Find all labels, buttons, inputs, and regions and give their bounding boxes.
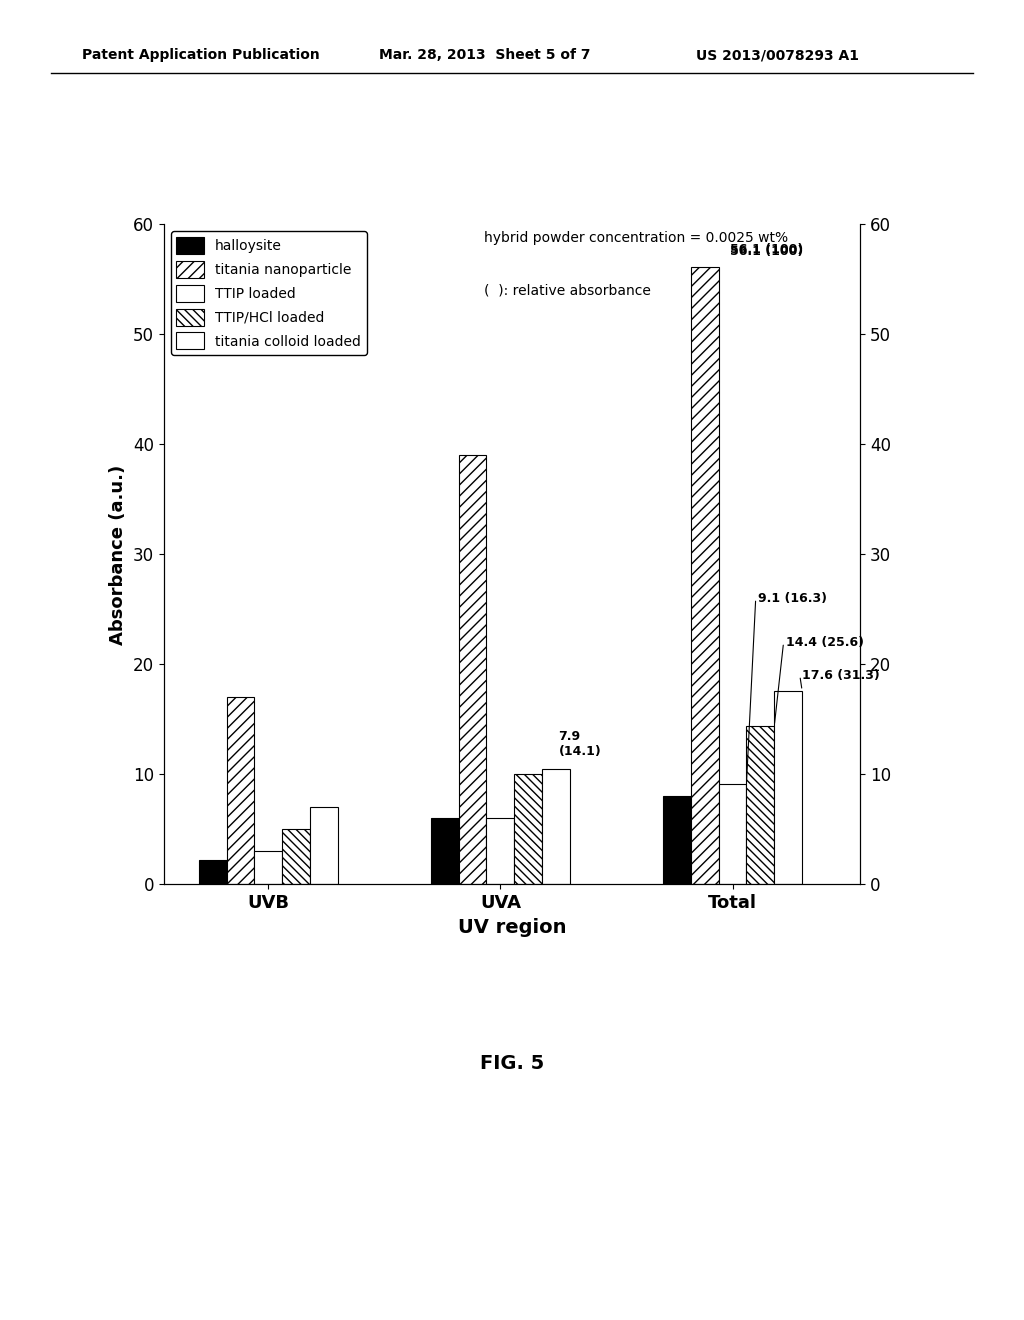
Text: Mar. 28, 2013  Sheet 5 of 7: Mar. 28, 2013 Sheet 5 of 7 <box>379 49 591 62</box>
Text: 56.1 (100): 56.1 (100) <box>730 243 804 256</box>
Bar <box>774 690 802 884</box>
Text: 14.4 (25.6): 14.4 (25.6) <box>785 636 864 649</box>
Bar <box>431 818 459 884</box>
X-axis label: UV region: UV region <box>458 917 566 937</box>
Bar <box>486 818 514 884</box>
Bar <box>199 861 226 884</box>
Bar <box>691 267 719 884</box>
Y-axis label: Absorbance (a.u.): Absorbance (a.u.) <box>110 465 127 644</box>
Legend: halloysite, titania nanoparticle, TTIP loaded, TTIP/HCl loaded, titania colloid : halloysite, titania nanoparticle, TTIP l… <box>171 231 367 355</box>
Bar <box>254 851 283 884</box>
Text: 56.1 (100): 56.1 (100) <box>730 246 804 259</box>
Text: Patent Application Publication: Patent Application Publication <box>82 49 319 62</box>
Text: 17.6 (31.3): 17.6 (31.3) <box>802 669 880 682</box>
Text: 7.9
(14.1): 7.9 (14.1) <box>558 730 601 758</box>
Text: 9.1 (16.3): 9.1 (16.3) <box>758 591 827 605</box>
Bar <box>663 796 691 884</box>
Bar <box>459 455 486 884</box>
Bar <box>283 829 310 884</box>
Bar <box>719 784 746 884</box>
Bar <box>746 726 774 884</box>
Bar <box>310 808 338 884</box>
Bar <box>226 697 254 884</box>
Bar <box>514 775 542 884</box>
Bar <box>542 768 570 884</box>
Text: FIG. 5: FIG. 5 <box>480 1055 544 1073</box>
Text: (  ): relative absorbance: ( ): relative absorbance <box>484 284 651 298</box>
Text: US 2013/0078293 A1: US 2013/0078293 A1 <box>696 49 859 62</box>
Text: hybrid powder concentration = 0.0025 wt%: hybrid powder concentration = 0.0025 wt% <box>484 231 788 246</box>
